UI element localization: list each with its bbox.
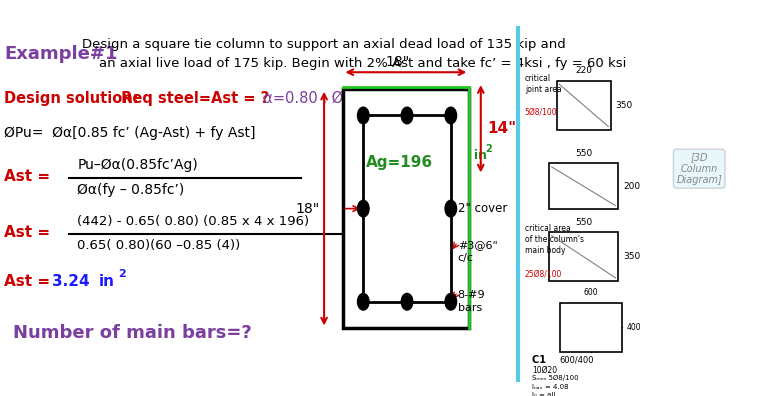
Text: 550: 550 <box>575 218 592 227</box>
Text: Pu–Øα(0.85fc’Ag): Pu–Øα(0.85fc’Ag) <box>78 158 198 172</box>
Circle shape <box>445 107 456 124</box>
Text: C1: C1 <box>532 356 553 366</box>
Circle shape <box>358 200 369 217</box>
Text: Sₘₙₙ 5Ø8/100: Sₘₙₙ 5Ø8/100 <box>532 375 579 381</box>
Circle shape <box>445 293 456 310</box>
Text: 0.65( 0.80)(60 –0.85 (4)): 0.65( 0.80)(60 –0.85 (4)) <box>78 239 240 252</box>
Text: Ast =: Ast = <box>5 169 51 184</box>
Text: 2: 2 <box>485 144 492 154</box>
Text: 14": 14" <box>488 121 517 136</box>
Text: 8-#9
bars: 8-#9 bars <box>458 290 485 313</box>
Text: α=0.80 , Ø=0.65: α=0.80 , Ø=0.65 <box>253 91 388 106</box>
Text: 2" cover: 2" cover <box>458 202 507 215</box>
Text: Design a square tie column to support an axial dead load of 135 kip and
    an a: Design a square tie column to support an… <box>81 38 626 70</box>
Bar <box>557 80 611 130</box>
Text: ØPu=  Øα[0.85 fc’ (Ag-Ast) + fy Ast]: ØPu= Øα[0.85 fc’ (Ag-Ast) + fy Ast] <box>5 126 256 141</box>
Text: l₀ = all: l₀ = all <box>532 392 555 396</box>
Circle shape <box>358 107 369 124</box>
Text: lₙₐₓ = 4.08: lₙₐₓ = 4.08 <box>532 384 568 390</box>
Text: #3@6"
c/c: #3@6" c/c <box>458 240 498 263</box>
Text: 220: 220 <box>575 66 592 75</box>
Text: 18": 18" <box>296 202 320 215</box>
Text: Design solution:: Design solution: <box>5 91 139 106</box>
Text: critical area
of the column's
main body: critical area of the column's main body <box>525 224 584 255</box>
Circle shape <box>401 293 413 310</box>
Text: critical
joint area: critical joint area <box>525 74 561 94</box>
Text: 600/400: 600/400 <box>559 356 594 364</box>
Circle shape <box>401 107 413 124</box>
Bar <box>549 164 618 209</box>
Bar <box>561 303 622 352</box>
Text: 200: 200 <box>623 182 640 191</box>
Text: in: in <box>99 274 115 289</box>
Text: (442) - 0.65( 0.80) (0.85 x 4 x 196): (442) - 0.65( 0.80) (0.85 x 4 x 196) <box>78 215 310 228</box>
Text: 350: 350 <box>623 252 641 261</box>
Circle shape <box>358 293 369 310</box>
Text: in: in <box>474 149 487 162</box>
Text: 400: 400 <box>627 323 641 332</box>
Text: 3.24: 3.24 <box>51 274 94 289</box>
Text: 350: 350 <box>616 101 633 110</box>
Text: [3D
Column
Diagram]: [3D Column Diagram] <box>677 152 722 185</box>
Text: 2: 2 <box>118 269 126 279</box>
Text: 10Ø20: 10Ø20 <box>532 366 558 375</box>
Text: Number of main bars=?: Number of main bars=? <box>13 324 252 342</box>
Text: Øα(fy – 0.85fc’): Øα(fy – 0.85fc’) <box>78 183 184 197</box>
Text: 5Ø8/100: 5Ø8/100 <box>525 108 558 117</box>
Bar <box>549 232 618 282</box>
Text: 18": 18" <box>386 55 410 69</box>
Circle shape <box>445 200 456 217</box>
Text: 25Ø8/100: 25Ø8/100 <box>525 270 562 279</box>
Text: Ast =: Ast = <box>5 274 55 289</box>
Text: Ag=196: Ag=196 <box>366 154 432 169</box>
Text: 600: 600 <box>584 288 598 297</box>
Text: Example#1: Example#1 <box>5 45 118 63</box>
Text: 550: 550 <box>575 149 592 158</box>
Text: Ast =: Ast = <box>5 225 51 240</box>
Bar <box>363 116 451 302</box>
Bar <box>343 89 469 328</box>
Text: Req steel=Ast = ?: Req steel=Ast = ? <box>116 91 270 106</box>
